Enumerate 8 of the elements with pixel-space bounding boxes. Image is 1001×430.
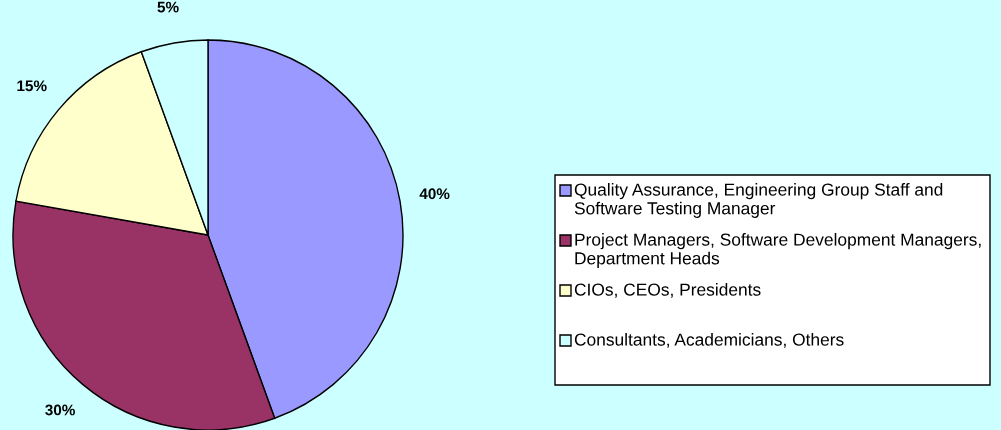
- legend-label: Consultants, Academicians, Others: [574, 333, 844, 348]
- data-label: 40%: [419, 188, 450, 200]
- data-label: 30%: [45, 404, 75, 416]
- legend-label: Quality Assurance, Engineering Group Staff and Software Testing Manager: [574, 183, 943, 218]
- legend-label: CIOs, CEOs, Presidents: [574, 283, 761, 298]
- data-label: 15%: [17, 80, 47, 92]
- legend-label: Project Managers, Software Development Managers, Department Heads: [575, 233, 981, 268]
- data-label: 5%: [157, 1, 179, 13]
